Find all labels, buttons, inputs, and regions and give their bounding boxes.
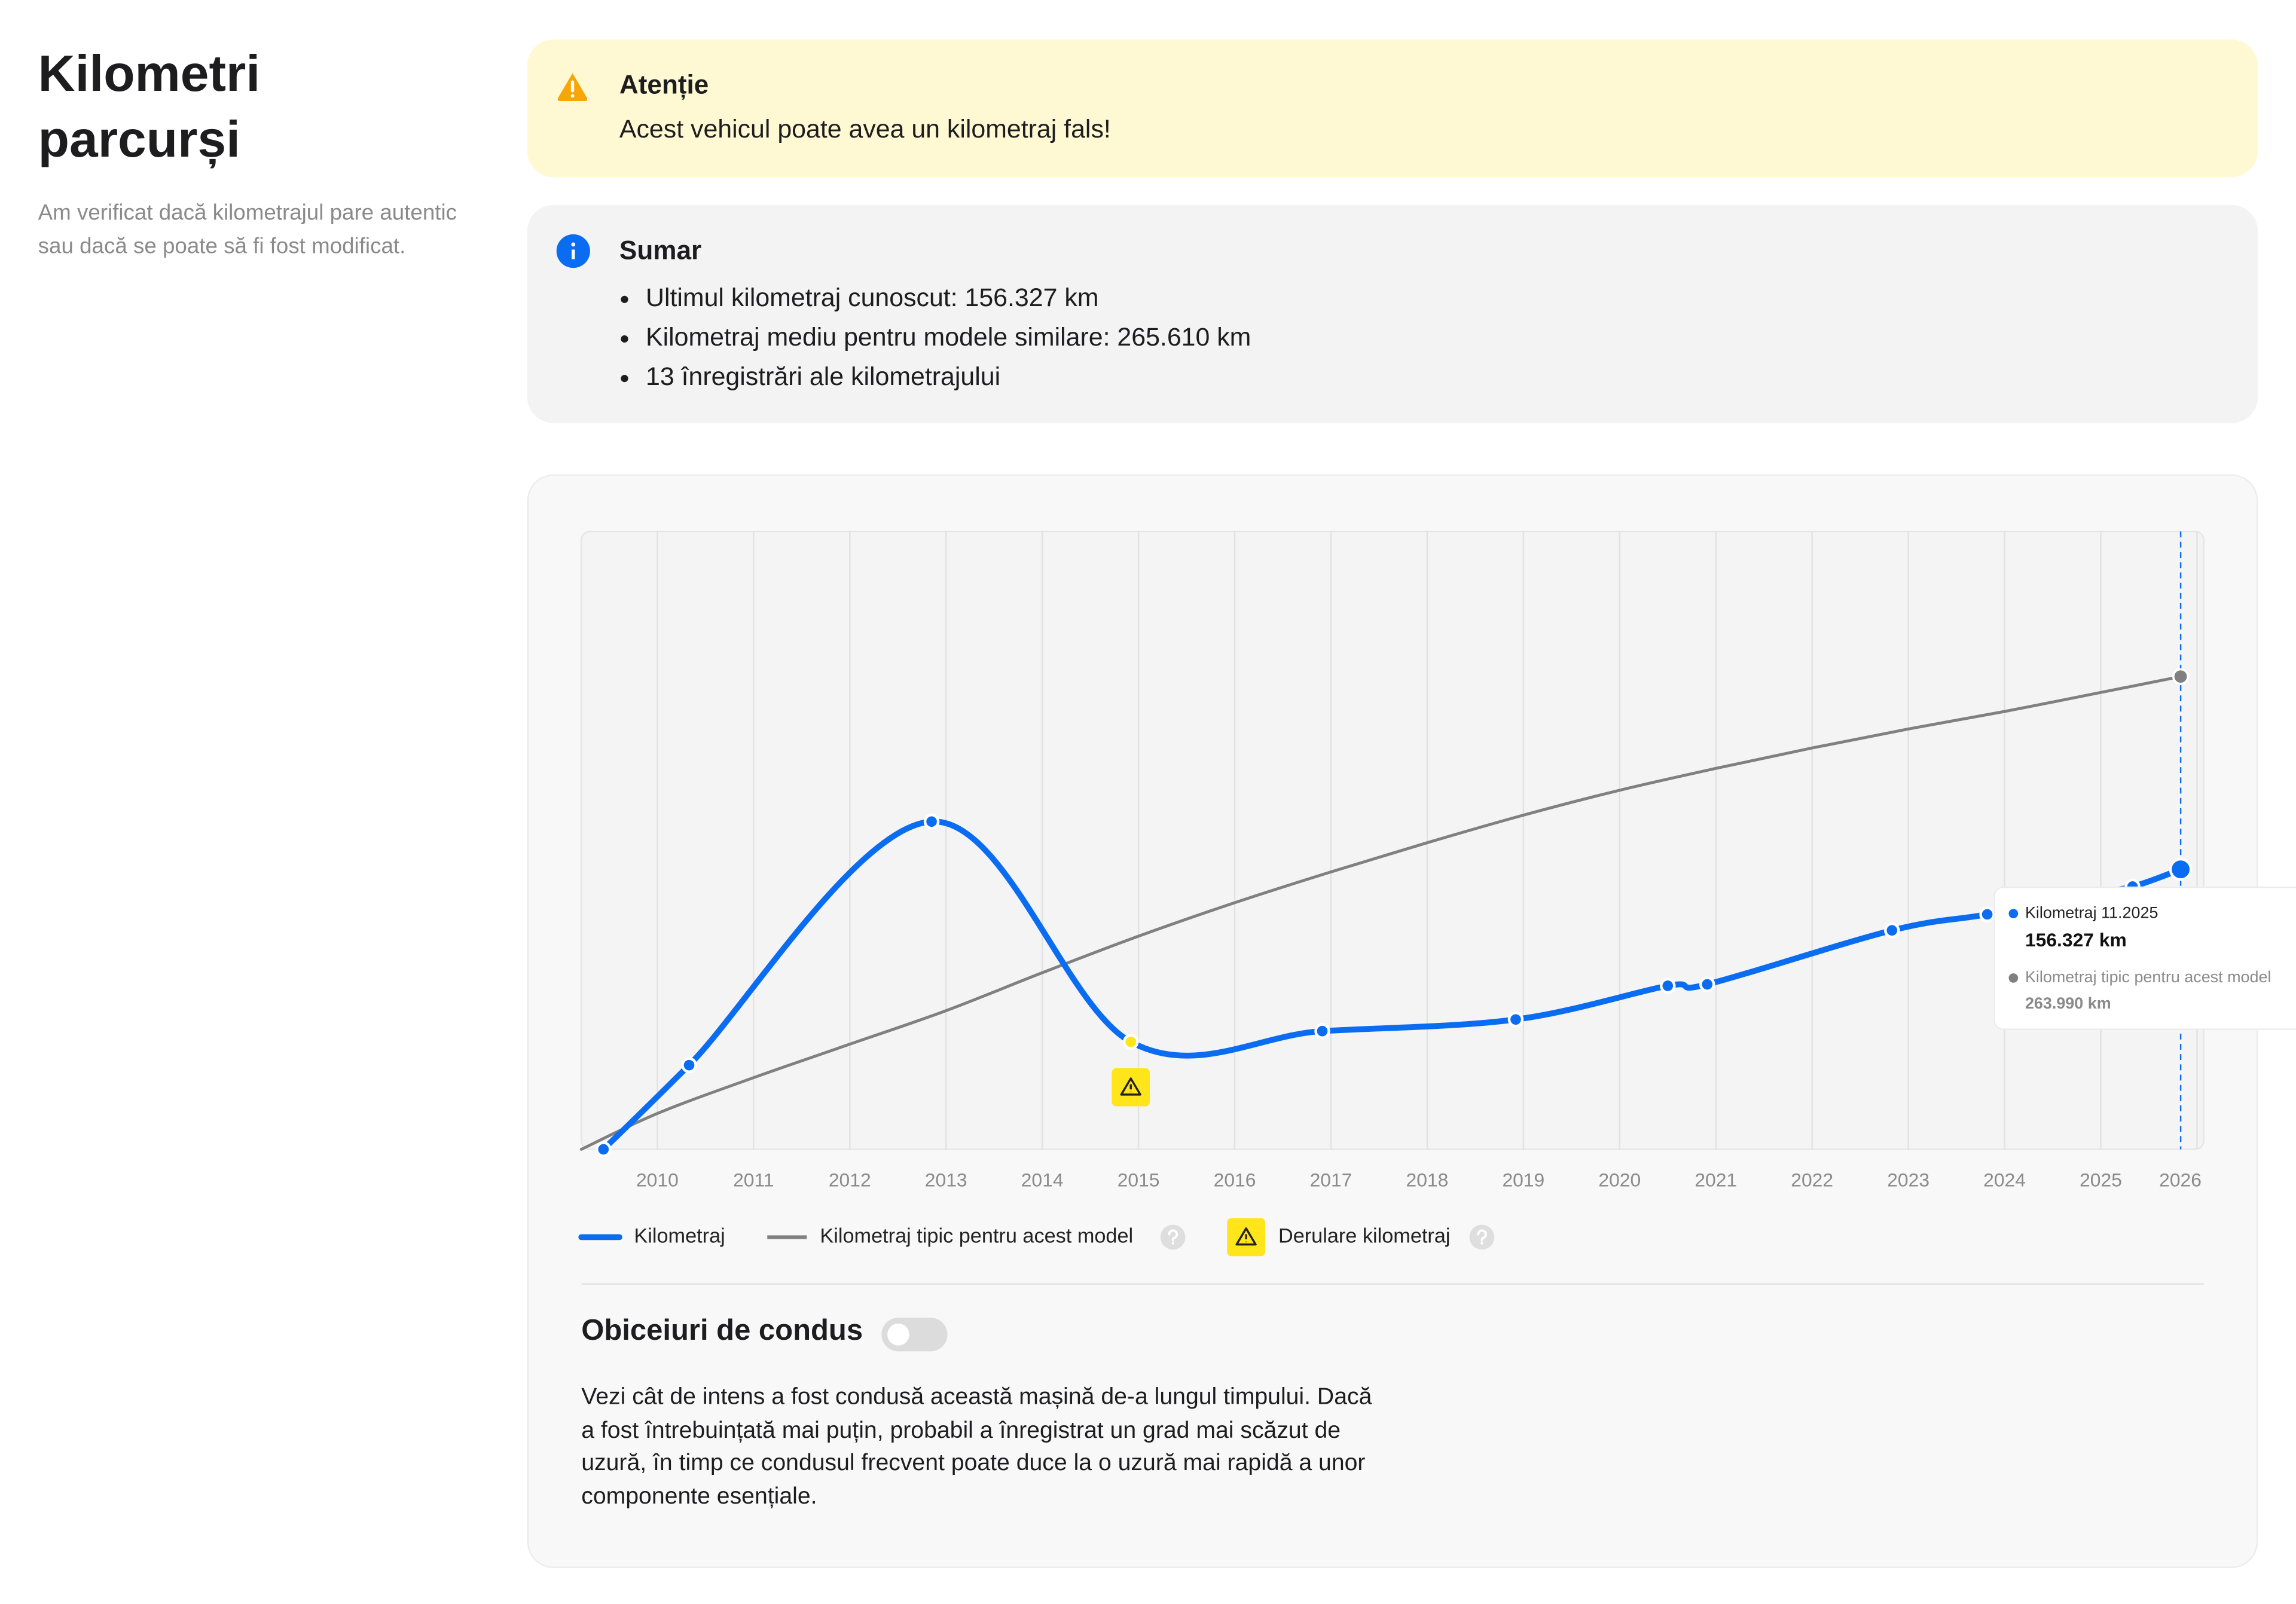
x-tick-label: 2020: [1598, 1169, 1641, 1191]
alert-text: Acest vehicul poate avea un kilometraj f…: [619, 114, 1111, 144]
hover-point: [2172, 668, 2190, 685]
x-tick-label: 2026: [2159, 1169, 2202, 1191]
section-title: Obiceiuri de condus: [581, 1315, 863, 1348]
data-point: [1507, 1012, 1524, 1028]
toggle-knob: [887, 1323, 909, 1346]
x-tick-label: 2014: [1021, 1169, 1064, 1191]
page-description: Am verificat dacă kilometrajul pare aute…: [38, 200, 457, 259]
summary-item: Kilometraj mediu pentru modele similare:…: [646, 317, 1251, 357]
x-tick-label: 2013: [925, 1169, 967, 1191]
summary-box: Sumar Ultimul kilometraj cunoscut: 156.3…: [527, 204, 2258, 423]
x-tick-label: 2023: [1887, 1169, 1929, 1191]
data-point: [1979, 906, 1995, 922]
x-tick-label: 2024: [1983, 1169, 2026, 1191]
x-tick-label: 2016: [1214, 1169, 1256, 1191]
alert-title: Atenție: [619, 70, 709, 100]
x-tick-label: 2017: [1310, 1169, 1352, 1191]
summary-title: Sumar: [619, 236, 702, 265]
legend-swatch: [1227, 1218, 1265, 1257]
help-icon[interactable]: [1160, 1224, 1186, 1250]
tooltip-dot: [2008, 909, 2019, 919]
x-tick-label: 2010: [636, 1169, 679, 1191]
warning-icon: [557, 73, 588, 101]
data-point: [1699, 976, 1715, 992]
data-point: [1122, 1034, 1139, 1050]
x-tick-label: 2011: [733, 1169, 774, 1191]
alert-box: Atenție Acest vehicul poate avea un kilo…: [527, 39, 2258, 178]
tooltip-dot: [2008, 973, 2019, 983]
help-icon[interactable]: [1469, 1224, 1495, 1250]
warning-glyph: [1120, 1077, 1141, 1096]
x-tick-label: 2019: [1502, 1169, 1544, 1191]
x-tick-label: 2021: [1694, 1169, 1737, 1191]
tooltip-title: Kilometraj 11.2025: [2025, 903, 2158, 921]
x-tick-label: 2018: [1406, 1169, 1449, 1191]
x-tick-label: 2022: [1791, 1169, 1833, 1191]
warning-glyph: [1235, 1227, 1257, 1246]
series-line: [579, 675, 2182, 1151]
data-point: [596, 1141, 612, 1157]
data-point: [1314, 1023, 1330, 1039]
plot-area: [581, 530, 2205, 1150]
data-point: [2169, 857, 2193, 881]
data-point: [681, 1057, 697, 1073]
rollback-marker: [1112, 1068, 1150, 1107]
help-glyph: [1168, 1229, 1178, 1245]
toggle-switch[interactable]: [881, 1318, 948, 1352]
data-point: [1660, 977, 1676, 994]
help-glyph: [1477, 1229, 1487, 1245]
summary-item: Ultimul kilometraj cunoscut: 156.327 km: [646, 278, 1251, 317]
data-point: [923, 814, 940, 830]
section-text: Vezi cât de intens a fost condusă aceast…: [581, 1385, 1372, 1509]
page-title: Kilometri parcurși: [38, 45, 261, 169]
x-tick-label: 2025: [2080, 1169, 2122, 1191]
tooltip-box: [1993, 886, 2296, 1030]
legend-label: Kilometraj: [634, 1224, 725, 1247]
x-tick-label: 2015: [1118, 1169, 1160, 1191]
legend-label: Derulare kilometraj: [1278, 1224, 1451, 1247]
legend-label: Kilometraj tipic pentru acest model: [820, 1224, 1133, 1247]
summary-list: Ultimul kilometraj cunoscut: 156.327 km …: [619, 278, 1251, 396]
x-tick-label: 2012: [829, 1169, 871, 1191]
tooltip-title: Kilometraj tipic pentru acest model: [2025, 968, 2271, 986]
help-circle: [1160, 1224, 1186, 1250]
info-icon: [556, 234, 590, 268]
tooltip-value: 156.327 km: [2025, 929, 2127, 951]
help-circle: [1469, 1224, 1495, 1250]
summary-item: 13 înregistrări ale kilometrajului: [646, 358, 1251, 397]
tooltip: Kilometraj 11.2025 156.327 km Kilometraj t…: [1993, 886, 2296, 1030]
data-point: [1884, 922, 1900, 939]
tooltip-value: 263.990 km: [2025, 994, 2111, 1012]
